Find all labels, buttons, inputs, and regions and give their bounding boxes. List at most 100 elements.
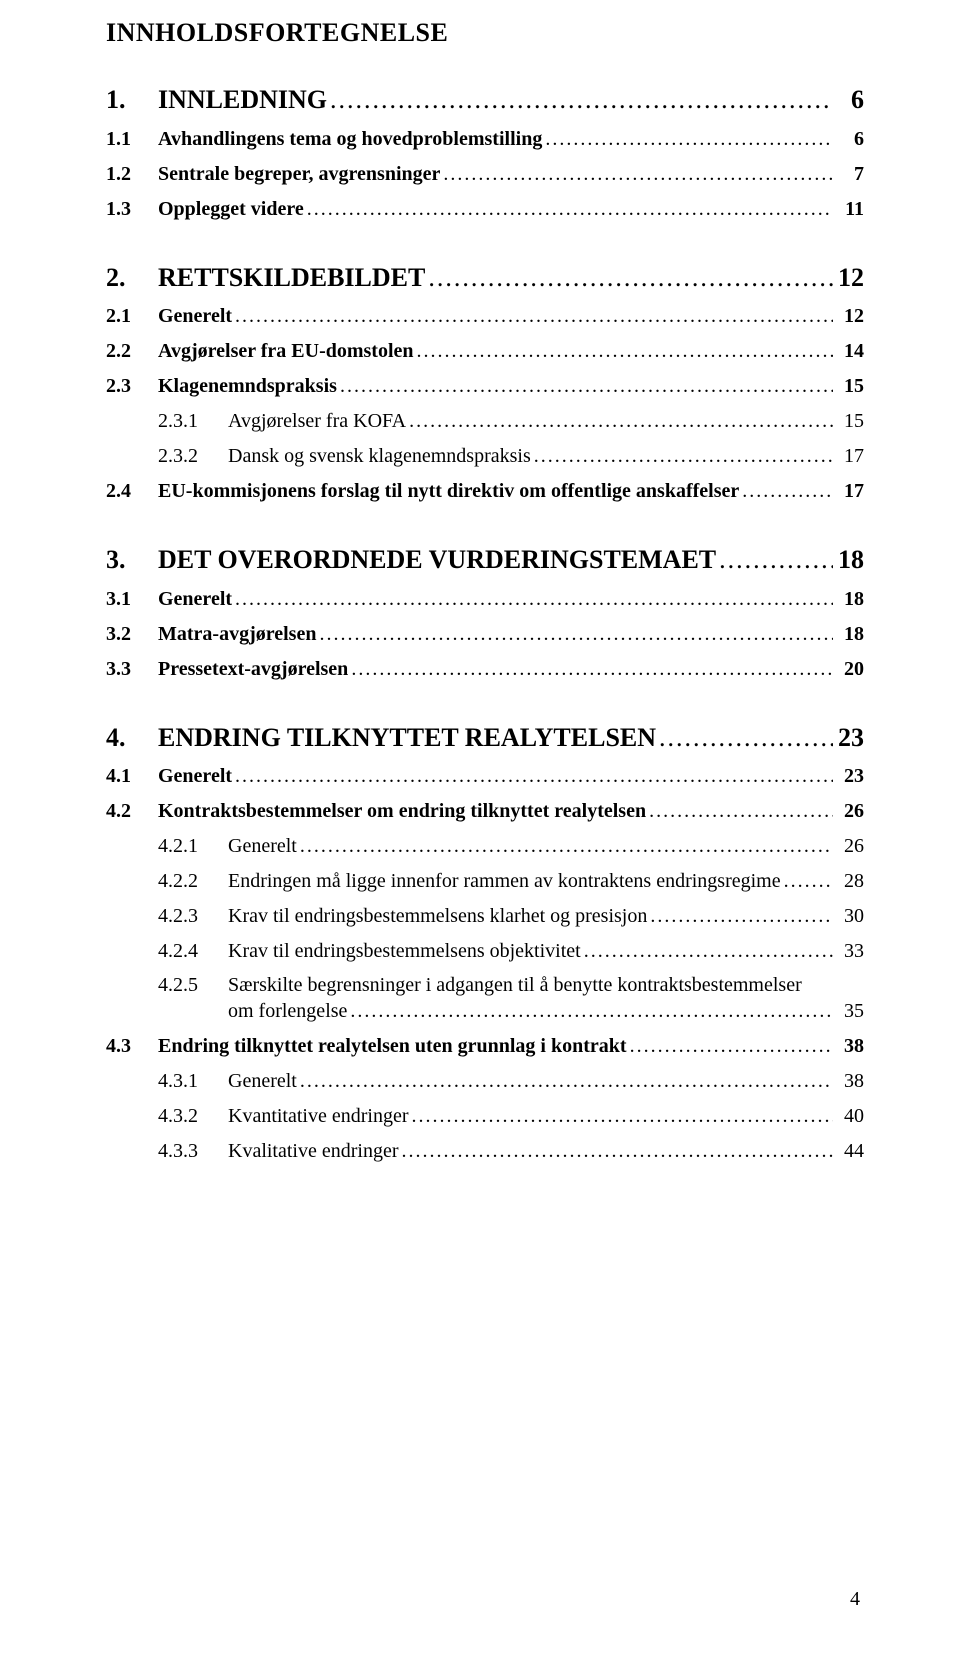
toc-page: 11 bbox=[836, 197, 864, 222]
toc-num: 4.2.2 bbox=[158, 869, 228, 894]
toc-entry-1-1: 1.1 Avhandlingens tema og hovedproblemst… bbox=[106, 127, 864, 152]
toc-entry-1: 1. INNLEDNING 6 bbox=[106, 84, 864, 117]
toc-label: RETTSKILDEBILDET bbox=[158, 262, 425, 295]
toc-entry-3-1: 3.1 Generelt 18 bbox=[106, 587, 864, 612]
toc-leader bbox=[584, 939, 833, 964]
toc-entry-3: 3. DET OVERORDNEDE VURDERINGSTEMAET 18 bbox=[106, 544, 864, 577]
toc-leader bbox=[402, 1139, 834, 1164]
toc-page: 26 bbox=[836, 799, 864, 824]
toc-leader bbox=[534, 444, 833, 469]
toc-leader bbox=[351, 657, 833, 682]
toc-num: 2.3.1 bbox=[158, 409, 228, 434]
toc-leader bbox=[330, 84, 833, 117]
toc-entry-4-2-5: 4.2.5 Særskilte begrensninger i adgangen… bbox=[106, 974, 864, 1024]
toc-entry-4-2-2: 4.2.2 Endringen må ligge innenfor rammen… bbox=[106, 869, 864, 894]
toc-leader bbox=[443, 162, 833, 187]
toc-page: 15 bbox=[836, 409, 864, 434]
toc-page: 12 bbox=[836, 304, 864, 329]
toc-num: 4.2.5 bbox=[158, 974, 228, 997]
toc-leader bbox=[340, 374, 833, 399]
toc-num: 2.2 bbox=[106, 339, 158, 364]
toc-entry-4-2-1: 4.2.1 Generelt 26 bbox=[106, 834, 864, 859]
toc-num: 4. bbox=[106, 722, 158, 755]
toc-leader bbox=[319, 622, 833, 647]
toc-entry-4-2: 4.2 Kontraktsbestemmelser om endring til… bbox=[106, 799, 864, 824]
toc-label: INNLEDNING bbox=[158, 84, 327, 117]
toc-entry-4-3: 4.3 Endring tilknyttet realytelsen uten … bbox=[106, 1034, 864, 1059]
toc-entry-4-2-4: 4.2.4 Krav til endringsbestemmelsens obj… bbox=[106, 939, 864, 964]
toc-page: 18 bbox=[836, 587, 864, 612]
toc-label: ENDRING TILKNYTTET REALYTELSEN bbox=[158, 722, 656, 755]
toc-num: 3.2 bbox=[106, 622, 158, 647]
toc-page: 38 bbox=[836, 1034, 864, 1059]
toc-leader bbox=[235, 304, 833, 329]
toc-label: Krav til endringsbestemmelsens objektivi… bbox=[228, 939, 581, 964]
toc-label: Avhandlingens tema og hovedproblemstilli… bbox=[158, 127, 542, 152]
toc-num: 4.3.2 bbox=[158, 1104, 228, 1129]
toc-page: 23 bbox=[836, 764, 864, 789]
toc-entry-2-1: 2.1 Generelt 12 bbox=[106, 304, 864, 329]
toc-leader bbox=[235, 764, 833, 789]
toc-leader bbox=[412, 1104, 834, 1129]
toc-leader bbox=[659, 722, 833, 755]
toc-num: 4.1 bbox=[106, 764, 158, 789]
toc-page: 23 bbox=[836, 722, 864, 755]
toc-num: 4.2 bbox=[106, 799, 158, 824]
toc-title: INNHOLDSFORTEGNELSE bbox=[106, 18, 864, 48]
toc-entry-4: 4. ENDRING TILKNYTTET REALYTELSEN 23 bbox=[106, 722, 864, 755]
toc-leader bbox=[300, 834, 833, 859]
toc-label: Generelt bbox=[228, 1069, 297, 1094]
toc-num: 2.3.2 bbox=[158, 444, 228, 469]
toc-label: Særskilte begrensninger i adgangen til å… bbox=[228, 974, 802, 997]
toc-leader bbox=[650, 904, 833, 929]
toc-entry-4-1: 4.1 Generelt 23 bbox=[106, 764, 864, 789]
toc-page: 26 bbox=[836, 834, 864, 859]
toc-leader bbox=[350, 999, 833, 1024]
page: INNHOLDSFORTEGNELSE 1. INNLEDNING 6 1.1 … bbox=[0, 0, 960, 1659]
toc-leader bbox=[300, 1069, 833, 1094]
toc-num: 1.2 bbox=[106, 162, 158, 187]
toc-leader bbox=[545, 127, 833, 152]
toc-entry-2: 2. RETTSKILDEBILDET 12 bbox=[106, 262, 864, 295]
toc-num: 3.3 bbox=[106, 657, 158, 682]
toc-leader bbox=[409, 409, 833, 434]
toc-num: 3. bbox=[106, 544, 158, 577]
toc-label: Dansk og svensk klagenemndspraksis bbox=[228, 444, 531, 469]
toc-entry-3-2: 3.2 Matra-avgjørelsen 18 bbox=[106, 622, 864, 647]
toc-page: 6 bbox=[836, 84, 864, 117]
toc-leader bbox=[630, 1034, 833, 1059]
toc-label: Avgjørelser fra KOFA bbox=[228, 409, 406, 434]
toc-entry-2-3-2: 2.3.2 Dansk og svensk klagenemndspraksis… bbox=[106, 444, 864, 469]
toc-page: 38 bbox=[836, 1069, 864, 1094]
toc-leader bbox=[784, 869, 833, 894]
toc-page: 18 bbox=[836, 622, 864, 647]
toc-leader bbox=[235, 587, 833, 612]
toc-page: 33 bbox=[836, 939, 864, 964]
toc-entry-2-3-1: 2.3.1 Avgjørelser fra KOFA 15 bbox=[106, 409, 864, 434]
toc-label: Endring tilknyttet realytelsen uten grun… bbox=[158, 1034, 627, 1059]
toc-num: 2.1 bbox=[106, 304, 158, 329]
toc-leader bbox=[742, 479, 833, 504]
toc-num: 1.1 bbox=[106, 127, 158, 152]
page-number: 4 bbox=[850, 1588, 860, 1611]
toc-page: 15 bbox=[836, 374, 864, 399]
toc-leader bbox=[428, 262, 833, 295]
toc-leader bbox=[649, 799, 833, 824]
toc-num: 4.3 bbox=[106, 1034, 158, 1059]
toc-page: 44 bbox=[836, 1139, 864, 1164]
toc-label: Generelt bbox=[158, 304, 232, 329]
toc-label: Krav til endringsbestemmelsens klarhet o… bbox=[228, 904, 647, 929]
toc-num: 2.4 bbox=[106, 479, 158, 504]
toc-label: Endringen må ligge innenfor rammen av ko… bbox=[228, 869, 781, 894]
toc-page: 17 bbox=[836, 479, 864, 504]
toc-label: DET OVERORDNEDE VURDERINGSTEMAET bbox=[158, 544, 716, 577]
toc-page: 6 bbox=[836, 127, 864, 152]
toc-entry-4-2-3: 4.2.3 Krav til endringsbestemmelsens kla… bbox=[106, 904, 864, 929]
toc-num: 2. bbox=[106, 262, 158, 295]
toc-page: 40 bbox=[836, 1104, 864, 1129]
toc-label: Generelt bbox=[228, 834, 297, 859]
toc-num: 4.3.3 bbox=[158, 1139, 228, 1164]
toc-label: Kontraktsbestemmelser om endring tilknyt… bbox=[158, 799, 646, 824]
toc-page: 14 bbox=[836, 339, 864, 364]
toc-label: EU-kommisjonens forslag til nytt direkti… bbox=[158, 479, 739, 504]
